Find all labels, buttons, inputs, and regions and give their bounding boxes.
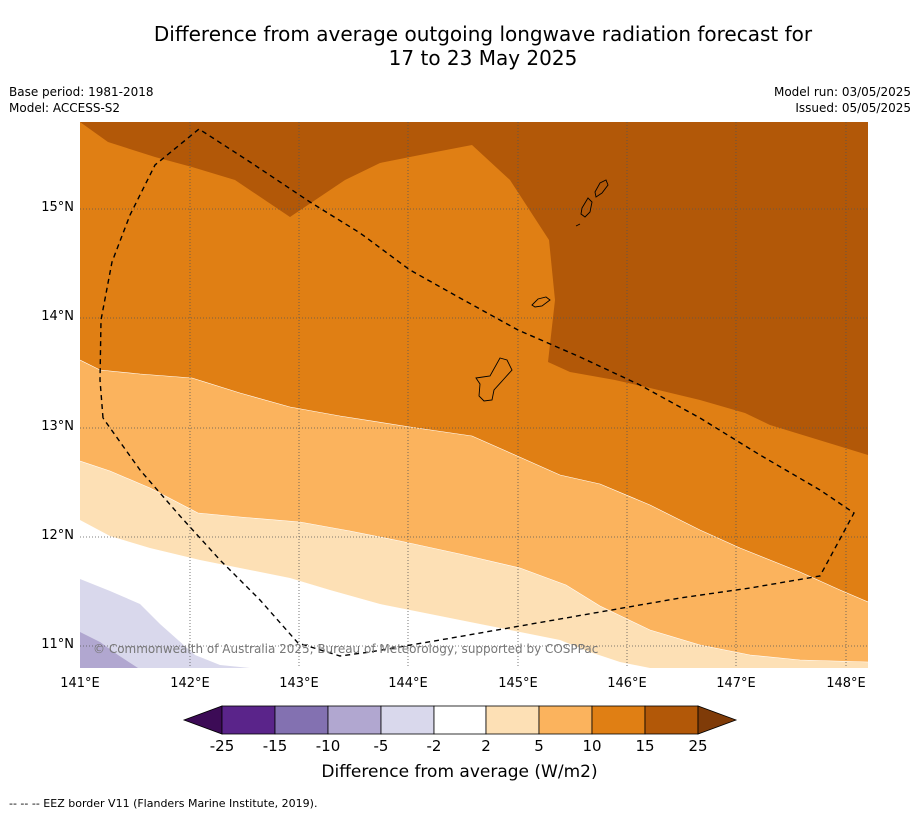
island-guam <box>475 357 513 402</box>
lat-label-13n: 13°N <box>41 419 74 434</box>
colorbar <box>182 705 738 735</box>
islands <box>475 179 609 402</box>
lon-label-146e: 146°E <box>607 676 647 691</box>
lon-label-147e: 147°E <box>716 676 756 691</box>
meta-right: Model run: 03/05/2025 Issued: 05/05/2025 <box>774 84 911 116</box>
colorbar-tick-2: -15 <box>262 737 288 755</box>
colorbar-label: Difference from average (W/m2) <box>321 762 598 782</box>
colorbar-tick-4: -5 <box>373 737 389 755</box>
issued-date: Issued: 05/05/2025 <box>795 101 911 115</box>
colorbar-swatch-5 <box>433 705 487 735</box>
colorbar-swatch-2 <box>274 705 329 735</box>
lat-label-11n: 11°N <box>41 637 74 652</box>
colorbar-swatch-7 <box>538 705 593 735</box>
lat-label-14n: 14°N <box>41 309 74 324</box>
island-rota <box>531 296 551 308</box>
island-tinian <box>580 197 593 218</box>
title-line-1: Difference from average outgoing longwav… <box>153 22 813 46</box>
island-saipan <box>594 179 609 198</box>
gridlines <box>80 122 868 668</box>
colorbar-tick-3: -10 <box>315 737 341 755</box>
colorbar-swatch-9 <box>644 705 699 735</box>
title-line-2: 17 to 23 May 2025 <box>388 46 578 70</box>
model-run: Model run: 03/05/2025 <box>773 85 911 99</box>
model-name: Model: ACCESS-S2 <box>9 101 121 115</box>
lon-label-144e: 144°E <box>388 676 428 691</box>
colorbar-tick-9: 15 <box>635 737 655 755</box>
island-aguijan <box>575 223 581 227</box>
copyright-notice: © Commonwealth of Australia 2025, Bureau… <box>93 642 599 656</box>
lon-label-141e: 141°E <box>60 676 100 691</box>
lon-label-145e: 145°E <box>498 676 538 691</box>
eez-footnote: -- -- -- EEZ border V11 (Flanders Marine… <box>9 797 318 810</box>
colorbar-swatch-1 <box>221 705 276 735</box>
eez-border <box>99 128 855 657</box>
lon-label-148e: 148°E <box>826 676 866 691</box>
colorbar-swatch-4 <box>380 705 435 735</box>
lon-label-143e: 143°E <box>279 676 319 691</box>
band-neg10-neg5 <box>80 632 138 668</box>
contour-lines <box>80 359 868 663</box>
colorbar-tick-10: 25 <box>688 737 708 755</box>
meta-left: Base period: 1981-2018 Model: ACCESS-S2 <box>9 84 154 116</box>
lat-label-12n: 12°N <box>41 528 74 543</box>
colorbar-tick-1: -25 <box>209 737 235 755</box>
colorbar-swatch-8 <box>591 705 646 735</box>
band-neg2-2 <box>80 520 650 668</box>
colorbar-swatch-3 <box>327 705 382 735</box>
colorbar-low-extend <box>182 705 223 735</box>
contour-fill-layers <box>80 122 868 668</box>
lat-label-15n: 15°N <box>41 200 74 215</box>
base-period: Base period: 1981-2018 <box>9 85 154 99</box>
colorbar-high-extend <box>697 705 738 735</box>
colorbar-tick-7: 5 <box>534 737 544 755</box>
colorbar-tick-5: -2 <box>426 737 442 755</box>
lon-label-142e: 142°E <box>170 676 210 691</box>
colorbar-swatch-6 <box>485 705 540 735</box>
colorbar-tick-8: 10 <box>582 737 602 755</box>
map-title: Difference from average outgoing longwav… <box>40 22 919 70</box>
colorbar-tick-6: 2 <box>481 737 491 755</box>
